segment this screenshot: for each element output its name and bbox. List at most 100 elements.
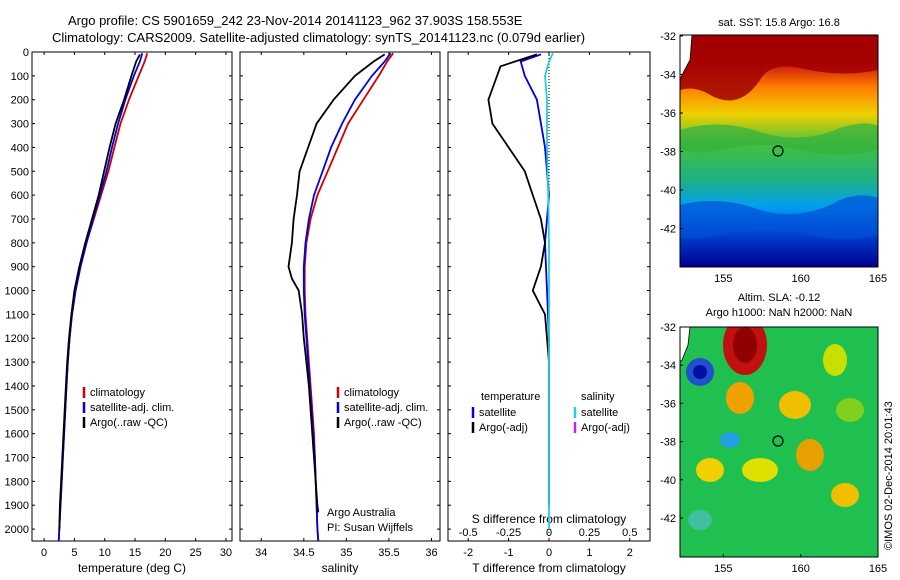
y-tick-label: 1900 <box>5 500 29 512</box>
y-tick-label: 1300 <box>5 357 29 369</box>
series-line <box>287 53 386 513</box>
map-y-tick-label: -42 <box>660 224 676 236</box>
sst-map: sat. SST: 15.8 Argo: 16.8 155 160 165 -32 -3… <box>660 17 887 285</box>
legend-entry: climatology <box>90 387 146 399</box>
salinity-diff-tick-label: 0 <box>546 527 552 539</box>
map-x-tick-label: 165 <box>869 273 887 285</box>
x-tick-label: 30 <box>220 547 232 559</box>
x-tick-label: -2 <box>463 547 473 559</box>
y-tick-label: 1400 <box>5 381 29 393</box>
y-tick-label: 1700 <box>5 453 29 465</box>
map-y-tick-label: -36 <box>660 398 676 410</box>
plot-frame <box>239 51 441 542</box>
legend-title: salinity <box>581 391 615 403</box>
y-tick-label: 1100 <box>5 309 29 321</box>
x-tick-label: 5 <box>71 547 77 559</box>
map-y-tick-label: -38 <box>660 147 676 159</box>
map-y-tick-label: -34 <box>660 70 676 82</box>
map-x-tick-label: 165 <box>869 563 887 575</box>
x-tick-label: 35 <box>340 547 352 559</box>
x-axis-label: temperature (deg C) <box>78 561 186 575</box>
legend-title: temperature <box>481 391 540 403</box>
map-y-tick-label: -36 <box>660 108 676 120</box>
legend-entry: Argo(-adj) <box>479 422 528 434</box>
x-tick-label: 35.5 <box>378 547 399 559</box>
series-line <box>519 53 550 506</box>
sla-coastline <box>680 327 691 363</box>
x-tick-label: 15 <box>129 547 141 559</box>
map-x-tick-label: 160 <box>791 273 809 285</box>
series-line <box>303 52 394 542</box>
y-tick-label: 800 <box>11 238 29 250</box>
y-tick-label: 200 <box>11 95 29 107</box>
series-line <box>58 53 141 530</box>
sst-coastline <box>680 35 693 81</box>
sla-argo-location-marker <box>772 435 784 447</box>
map-y-tick-label: -34 <box>660 360 676 372</box>
y-tick-label: 400 <box>11 142 29 154</box>
legend-entry: Argo(-adj) <box>581 422 630 434</box>
legend-entry: satellite-adj. clim. <box>344 402 428 414</box>
plot-frame <box>31 51 233 542</box>
y-tick-label: 1200 <box>5 333 29 345</box>
map-x-tick-label: 155 <box>714 273 732 285</box>
copyright-credit: ©IMOS 02-Dec-2014 20:01:43 <box>883 401 895 550</box>
y-tick-label: 500 <box>11 166 29 178</box>
title-line-1: Argo profile: CS 5901659_242 23-Nov-2014… <box>68 13 523 28</box>
annotation-text: Argo Australia <box>327 507 396 519</box>
difference-panel: -2 -1 0 1 2T difference from climatology -0.5… <box>447 51 651 575</box>
x-tick-label: -1 <box>504 547 514 559</box>
x-tick-label: 0 <box>546 547 552 559</box>
legend-entry: climatology <box>344 387 400 399</box>
x-tick-label: 0 <box>41 547 47 559</box>
salinity-panel: 34 34.5 35 35.5 36 salinity climatology satelli… <box>239 51 441 575</box>
y-tick-label: 1000 <box>5 286 29 298</box>
sla-map-title-line-1: Altim. SLA: -0.12 <box>738 292 821 304</box>
salinity-diff-tick-label: 0.25 <box>579 527 600 539</box>
map-y-tick-label: -38 <box>660 437 676 449</box>
annotation-text: PI: Susan Wijffels <box>327 522 413 534</box>
map-x-tick-label: 155 <box>714 563 732 575</box>
map-y-tick-label: -40 <box>660 185 676 197</box>
salinity-diff-tick-label: -0.25 <box>496 527 521 539</box>
map-y-tick-label: -42 <box>660 513 676 525</box>
y-tick-label: 900 <box>11 262 29 274</box>
x-tick-label: 2 <box>627 547 633 559</box>
sst-warm-core <box>680 35 878 101</box>
legend-entry: satellite <box>581 407 618 419</box>
map-x-tick-label: 160 <box>791 563 809 575</box>
series-line <box>544 52 554 530</box>
sst-argo-location-marker <box>772 145 784 157</box>
y-tick-label: 0 <box>23 47 29 59</box>
y-tick-label: 1800 <box>5 476 29 488</box>
legend-entry: Argo(..raw -QC) <box>90 417 168 429</box>
x-tick-label: 20 <box>159 547 171 559</box>
sst-front-green <box>680 123 878 155</box>
map-y-tick-label: -40 <box>660 475 676 487</box>
legend-entry: satellite-adj. clim. <box>90 402 174 414</box>
sla-map: Altim. SLA: -0.12 Argo h1000: NaN h2000:… <box>660 292 887 575</box>
series-line <box>57 52 149 542</box>
map-y-tick-label: -32 <box>660 31 676 43</box>
salinity-diff-tick-label: -0.5 <box>459 527 478 539</box>
x-tick-label: 34 <box>255 547 267 559</box>
y-tick-label: 100 <box>11 71 29 83</box>
title-line-2: Climatology: CARS2009. Satellite-adjuste… <box>52 30 585 45</box>
y-tick-label: 700 <box>11 214 29 226</box>
sst-map-title: sat. SST: 15.8 Argo: 16.8 <box>718 17 840 29</box>
y-tick-label: 2000 <box>5 524 29 536</box>
x-tick-label: 10 <box>99 547 111 559</box>
sst-front-blue <box>680 195 878 240</box>
salinity-diff-tick-label: 0.5 <box>622 527 637 539</box>
x-axis-label: salinity <box>322 561 359 575</box>
legend-entry: Argo(..raw -QC) <box>344 417 422 429</box>
x-tick-label: 1 <box>586 547 592 559</box>
y-tick-label: 1600 <box>5 429 29 441</box>
sla-map-title-line-2: Argo h1000: NaN h2000: NaN <box>706 307 853 319</box>
map-y-tick-label: -32 <box>660 322 676 334</box>
series-line <box>57 52 144 542</box>
temperature-panel: 0100200300400500600700800900100011001200… <box>5 47 233 575</box>
y-tick-label: 600 <box>11 190 29 202</box>
x-tick-label: 34.5 <box>293 547 314 559</box>
